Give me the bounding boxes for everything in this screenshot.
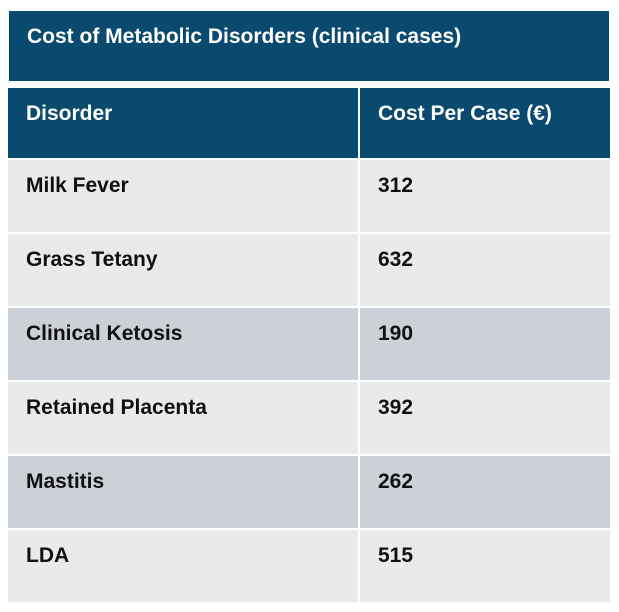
cost-table: Cost of Metabolic Disorders (clinical ca…	[8, 10, 610, 604]
cost-cell: 262	[360, 456, 610, 530]
disorder-cell: Grass Tetany	[8, 234, 360, 308]
table-row: Milk Fever 312	[8, 160, 610, 234]
table-header-row: Disorder Cost Per Case (€)	[8, 88, 610, 160]
table-row: LDA 515	[8, 530, 610, 604]
table-row: Retained Placenta 392	[8, 382, 610, 456]
table-row: Grass Tetany 632	[8, 234, 610, 308]
cost-cell: 190	[360, 308, 610, 382]
disorder-cell: LDA	[8, 530, 360, 604]
cost-cell: 392	[360, 382, 610, 456]
disorder-cell: Retained Placenta	[8, 382, 360, 456]
column-header-disorder: Disorder	[8, 88, 360, 160]
cost-cell: 632	[360, 234, 610, 308]
cost-cell: 312	[360, 160, 610, 234]
disorder-cell: Clinical Ketosis	[8, 308, 360, 382]
column-header-cost: Cost Per Case (€)	[360, 88, 610, 160]
table-row: Mastitis 262	[8, 456, 610, 530]
disorder-cell: Milk Fever	[8, 160, 360, 234]
table-row: Clinical Ketosis 190	[8, 308, 610, 382]
disorder-cell: Mastitis	[8, 456, 360, 530]
table-grid: Disorder Cost Per Case (€) Milk Fever 31…	[8, 88, 610, 604]
table-title: Cost of Metabolic Disorders (clinical ca…	[8, 10, 610, 82]
cost-cell: 515	[360, 530, 610, 604]
